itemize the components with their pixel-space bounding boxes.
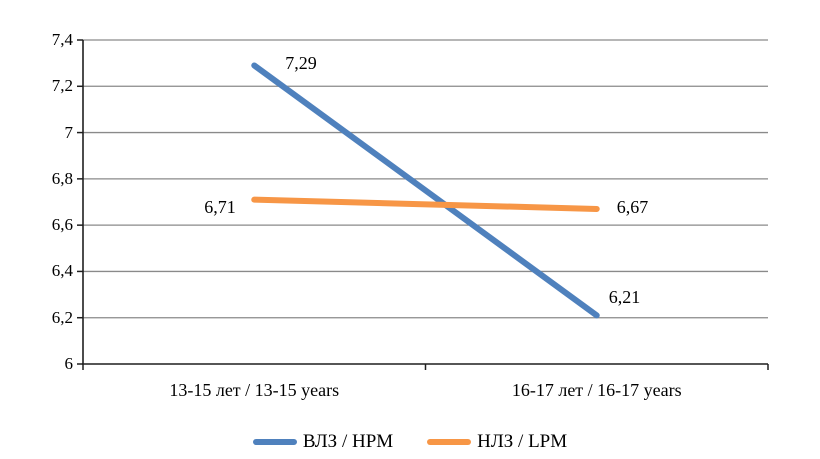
- y-axis-tick-label: 6,4: [51, 261, 73, 281]
- legend: ВЛЗ / HPM НЛЗ / LPM: [0, 431, 820, 453]
- series-line-0: [251, 62, 600, 319]
- y-axis-tick-label: 6: [64, 354, 74, 373]
- data-label: 6,21: [608, 287, 641, 308]
- y-axis-tick-label: 7: [64, 122, 74, 142]
- legend-entry: ВЛЗ / HPM: [252, 431, 394, 453]
- data-label: 7,29: [285, 53, 317, 74]
- series-line-1: [251, 196, 600, 212]
- y-axis-tick-label: 6,8: [51, 168, 73, 188]
- y-axis-tick-label: 7,4: [51, 30, 73, 49]
- legend-label: ВЛЗ / HPM: [302, 431, 394, 452]
- x-axis-category-label: 13-15 лет / 13-15 years: [169, 380, 340, 400]
- x-axis-category-label: 16-17 лет / 16-17 years: [511, 380, 682, 400]
- y-axis-tick-label: 7,2: [51, 76, 73, 96]
- y-axis-tick-label: 6,6: [51, 215, 73, 235]
- data-label: 6,71: [204, 196, 236, 217]
- legend-entry: НЛЗ / LPM: [427, 431, 567, 453]
- legend-label: НЛЗ / LPM: [477, 431, 568, 452]
- legend-line-swatch: [427, 439, 472, 445]
- legend-line-swatch: [252, 439, 297, 445]
- data-label: 6,67: [616, 196, 649, 217]
- y-axis-tick-label: 6,2: [51, 307, 73, 327]
